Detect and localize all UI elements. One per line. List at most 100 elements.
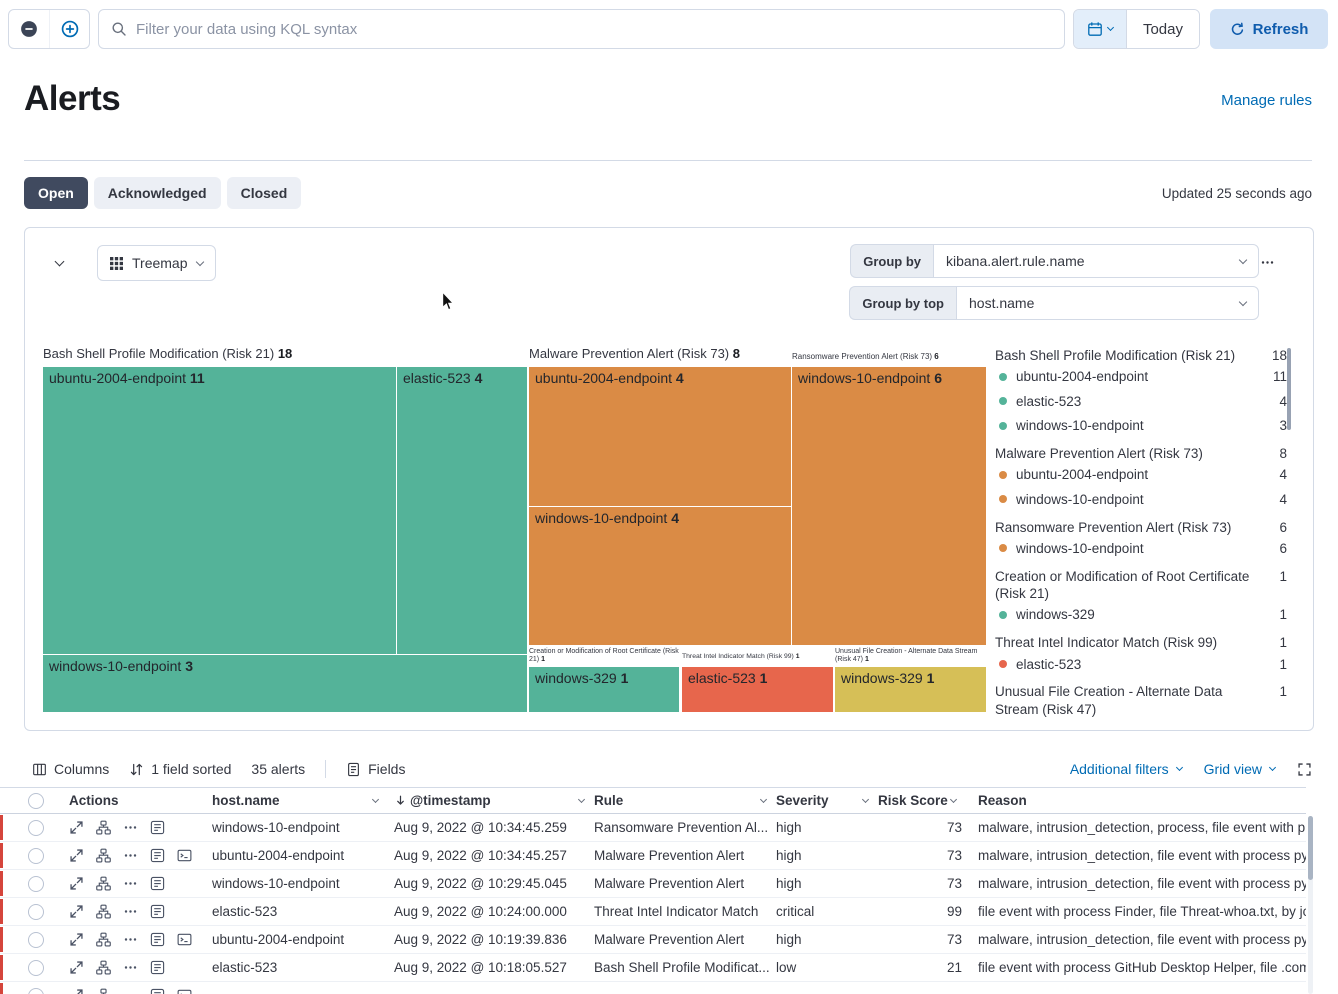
investigate-in-timeline-icon[interactable] — [150, 820, 165, 835]
expand-alert-icon[interactable] — [69, 904, 84, 919]
alert-row[interactable]: elastic-523Aug 9, 2022 @ 10:18:05.527Bas… — [0, 954, 1306, 982]
investigate-in-timeline-icon[interactable] — [150, 904, 165, 919]
cell-risk-score: 21 — [878, 960, 966, 975]
cell-reason[interactable]: file event with process Finder, file Thr… — [966, 904, 1306, 919]
treemap-cell[interactable]: ubuntu-2004-endpoint 4 — [529, 367, 791, 506]
header-timestamp[interactable]: @timestamp — [388, 793, 594, 808]
alert-row[interactable]: ubuntu-2004-endpointAug 9, 2022 @ 10:19:… — [0, 926, 1306, 954]
investigate-in-timeline-icon[interactable] — [150, 848, 165, 863]
more-actions-icon[interactable] — [123, 960, 138, 975]
add-filter-button[interactable] — [49, 10, 89, 48]
row-checkbox[interactable] — [28, 932, 44, 948]
header-rule[interactable]: Rule — [594, 793, 776, 808]
fullscreen-button[interactable] — [1297, 762, 1312, 777]
refresh-button[interactable]: Refresh — [1210, 9, 1328, 49]
cell-reason[interactable]: malware, intrusion_detection, file event… — [966, 848, 1306, 863]
more-actions-icon[interactable] — [123, 876, 138, 891]
cell-reason[interactable]: malware, intrusion_detection, file event… — [966, 932, 1306, 947]
additional-filters-button[interactable]: Additional filters — [1070, 761, 1182, 777]
treemap-cell[interactable]: windows-329 1 — [529, 667, 679, 712]
legend-item: elastic-5231 — [995, 652, 1287, 677]
session-view-icon[interactable] — [177, 988, 192, 994]
analyze-event-icon[interactable] — [96, 876, 111, 891]
session-view-icon[interactable] — [177, 932, 192, 947]
chart-view-selector[interactable]: Treemap — [97, 245, 216, 281]
row-checkbox[interactable] — [28, 876, 44, 892]
treemap-cell[interactable]: windows-10-endpoint 6 — [792, 367, 986, 645]
panel-options-button[interactable] — [1257, 252, 1277, 272]
alert-row[interactable]: windows-10-endpointAug 9, 2022 @ 10:34:4… — [0, 814, 1306, 842]
collapse-chart-button[interactable] — [47, 252, 71, 274]
cell-severity: critical — [776, 904, 878, 919]
table-scrollbar-thumb[interactable] — [1308, 816, 1313, 880]
saved-query-menu-button[interactable] — [9, 10, 49, 48]
table-scrollbar[interactable] — [1308, 816, 1313, 994]
investigate-in-timeline-icon[interactable] — [150, 988, 165, 994]
date-picker-calendar-button[interactable] — [1074, 10, 1126, 48]
alert-row[interactable]: windows-10-endpointAug 9, 2022 @ 10:29:4… — [0, 870, 1306, 898]
analyze-event-icon[interactable] — [96, 848, 111, 863]
cell-rule[interactable]: Malware Prevention Alert — [594, 932, 776, 947]
session-view-icon[interactable] — [177, 848, 192, 863]
cell-reason[interactable]: malware, intrusion_detection, process, f… — [966, 820, 1306, 835]
analyze-event-icon[interactable] — [96, 932, 111, 947]
more-actions-icon[interactable] — [123, 820, 138, 835]
header-host-name[interactable]: host.name — [212, 793, 388, 808]
row-checkbox[interactable] — [28, 988, 44, 994]
investigate-in-timeline-icon[interactable] — [150, 932, 165, 947]
cell-reason[interactable]: malware, intrusion_detection, file event… — [966, 876, 1306, 891]
treemap-cell[interactable]: windows-329 1 — [835, 667, 986, 712]
cell-reason[interactable]: file event with process GitHub Desktop H… — [966, 960, 1306, 975]
more-actions-icon[interactable] — [123, 848, 138, 863]
treemap-cell[interactable]: ubuntu-2004-endpoint 11 — [43, 367, 396, 654]
treemap-group-title: Unusual File Creation - Alternate Data S… — [835, 648, 987, 665]
treemap-cell[interactable]: elastic-523 4 — [397, 367, 527, 654]
legend-scrollbar[interactable] — [1287, 348, 1291, 430]
group-by-top-select[interactable]: host.name — [956, 286, 1259, 320]
tab-closed[interactable]: Closed — [227, 177, 302, 209]
header-risk-score[interactable]: Risk Score — [878, 793, 966, 808]
tab-acknowledged[interactable]: Acknowledged — [94, 177, 221, 209]
group-by-select[interactable]: kibana.alert.rule.name — [933, 244, 1259, 278]
sort-fields-button[interactable]: 1 field sorted — [129, 761, 231, 777]
row-checkbox[interactable] — [28, 904, 44, 920]
alert-row[interactable]: elastic-523Aug 9, 2022 @ 10:24:00.000Thr… — [0, 898, 1306, 926]
cell-rule[interactable]: Malware Prevention Alert — [594, 876, 776, 891]
analyze-event-icon[interactable] — [96, 960, 111, 975]
expand-alert-icon[interactable] — [69, 820, 84, 835]
treemap-cell[interactable]: windows-10-endpoint 4 — [529, 507, 791, 645]
header-severity[interactable]: Severity — [776, 793, 878, 808]
expand-alert-icon[interactable] — [69, 932, 84, 947]
row-checkbox[interactable] — [28, 960, 44, 976]
row-checkbox[interactable] — [28, 820, 44, 836]
cell-rule[interactable]: Ransomware Prevention Al... — [594, 820, 776, 835]
expand-alert-icon[interactable] — [69, 988, 84, 994]
fields-button[interactable]: Fields — [346, 761, 405, 777]
date-range-button[interactable]: Today — [1126, 10, 1199, 48]
cell-rule[interactable]: Malware Prevention Alert — [594, 848, 776, 863]
investigate-in-timeline-icon[interactable] — [150, 960, 165, 975]
cell-rule[interactable]: Threat Intel Indicator Match — [594, 904, 776, 919]
analyze-event-icon[interactable] — [96, 820, 111, 835]
analyze-event-icon[interactable] — [96, 988, 111, 994]
more-actions-icon[interactable] — [123, 932, 138, 947]
tab-open[interactable]: Open — [24, 177, 88, 209]
kql-search-input[interactable] — [136, 21, 1052, 38]
columns-button[interactable]: Columns — [32, 761, 109, 777]
investigate-in-timeline-icon[interactable] — [150, 876, 165, 891]
manage-rules-link[interactable]: Manage rules — [1221, 92, 1312, 109]
cell-rule[interactable]: Bash Shell Profile Modificat... — [594, 960, 776, 975]
grid-view-button[interactable]: Grid view — [1204, 761, 1275, 777]
more-actions-icon[interactable] — [123, 904, 138, 919]
more-actions-icon[interactable] — [123, 988, 138, 994]
treemap-cell[interactable]: windows-10-endpoint 3 — [43, 655, 527, 712]
expand-alert-icon[interactable] — [69, 848, 84, 863]
alert-row[interactable] — [0, 982, 1306, 994]
row-checkbox[interactable] — [28, 848, 44, 864]
treemap-cell[interactable]: elastic-523 1 — [682, 667, 833, 712]
expand-alert-icon[interactable] — [69, 876, 84, 891]
expand-alert-icon[interactable] — [69, 960, 84, 975]
analyze-event-icon[interactable] — [96, 904, 111, 919]
alert-row[interactable]: ubuntu-2004-endpointAug 9, 2022 @ 10:34:… — [0, 842, 1306, 870]
select-all-checkbox[interactable] — [28, 793, 44, 809]
